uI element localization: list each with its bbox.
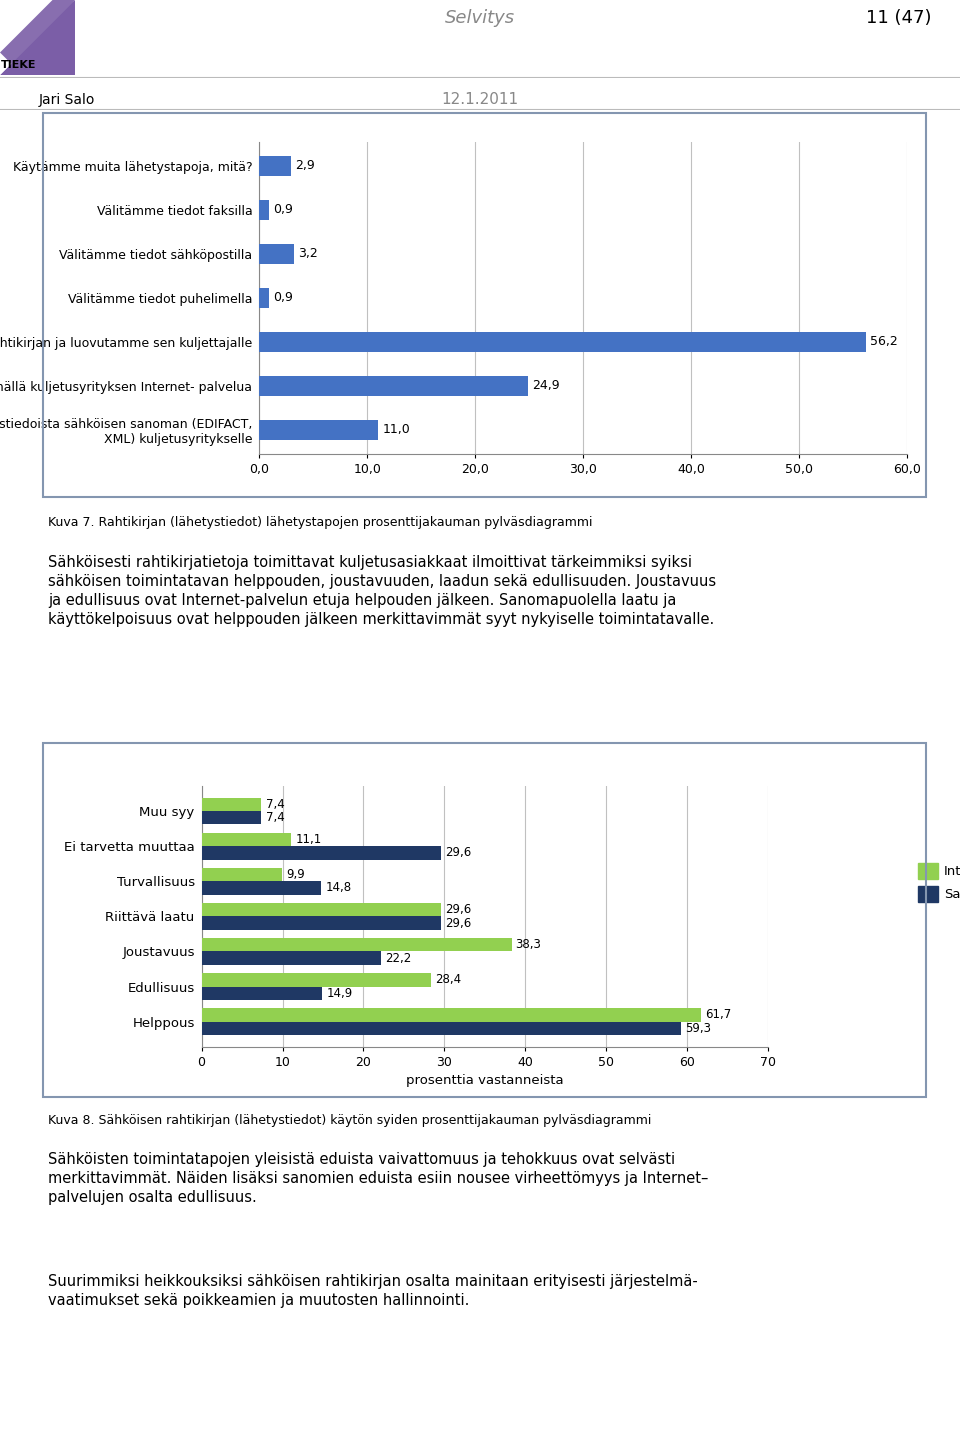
Text: 11,1: 11,1 <box>296 833 322 846</box>
Text: 7,4: 7,4 <box>266 799 284 812</box>
Polygon shape <box>0 0 75 75</box>
Text: 38,3: 38,3 <box>516 938 541 951</box>
Text: 11,0: 11,0 <box>382 423 410 436</box>
Text: Sähköisesti rahtikirjatietoja toimittavat kuljetusasiakkaat ilmoittivat tärkeimm: Sähköisesti rahtikirjatietoja toimittava… <box>48 555 716 627</box>
Polygon shape <box>0 0 75 75</box>
Bar <box>202 973 431 987</box>
Bar <box>259 376 528 396</box>
Text: 14,9: 14,9 <box>326 987 352 1000</box>
Text: TIEKE: TIEKE <box>1 60 36 71</box>
Text: 3,2: 3,2 <box>299 248 318 260</box>
Text: Kuva 7. Rahtikirjan (lähetystiedot) lähetystapojen prosenttijakauman pylväsdiagr: Kuva 7. Rahtikirjan (lähetystiedot) lähe… <box>48 515 592 530</box>
Text: 29,6: 29,6 <box>445 917 471 930</box>
Bar <box>259 200 269 220</box>
Polygon shape <box>0 0 75 75</box>
Text: 22,2: 22,2 <box>385 951 412 964</box>
Bar <box>202 938 512 951</box>
Text: Sähköisten toimintatapojen yleisistä eduista vaivattomuus ja tehokkuus ovat selv: Sähköisten toimintatapojen yleisistä edu… <box>48 1151 708 1206</box>
Text: 29,6: 29,6 <box>445 846 471 859</box>
Bar <box>202 987 323 1000</box>
Text: Kuva 8. Sähköisen rahtikirjan (lähetystiedot) käytön syiden prosenttijakauman py: Kuva 8. Sähköisen rahtikirjan (lähetysti… <box>48 1114 652 1127</box>
Bar <box>259 243 294 263</box>
Text: 7,4: 7,4 <box>266 812 284 825</box>
Bar <box>202 904 441 917</box>
Text: 29,6: 29,6 <box>445 904 471 917</box>
Text: 59,3: 59,3 <box>685 1022 711 1035</box>
Text: Suurimmiksi heikkouksiksi sähköisen rahtikirjan osalta mainitaan erityisesti jär: Suurimmiksi heikkouksiksi sähköisen raht… <box>48 1274 698 1308</box>
Bar <box>202 846 441 859</box>
Text: 0,9: 0,9 <box>274 203 293 216</box>
Text: 24,9: 24,9 <box>533 380 560 393</box>
Bar <box>202 917 441 930</box>
Bar <box>202 951 381 964</box>
Bar <box>202 1009 701 1022</box>
Bar <box>202 833 292 846</box>
Bar <box>259 155 291 176</box>
Text: Jari Salo: Jari Salo <box>38 92 95 106</box>
Bar <box>259 420 378 440</box>
Bar <box>202 868 281 881</box>
Text: 12.1.2011: 12.1.2011 <box>442 92 518 106</box>
Bar <box>202 812 261 825</box>
X-axis label: prosenttia vastanneista: prosenttia vastanneista <box>406 1075 564 1088</box>
Bar <box>202 1022 682 1035</box>
Text: 2,9: 2,9 <box>295 160 315 173</box>
Text: 61,7: 61,7 <box>705 1009 732 1022</box>
Bar <box>259 288 269 308</box>
Text: 28,4: 28,4 <box>436 973 462 986</box>
Legend: Internet-palvelu, Sanoma: Internet-palvelu, Sanoma <box>913 858 960 907</box>
Text: 11 (47): 11 (47) <box>866 9 931 27</box>
Bar <box>202 881 322 895</box>
Bar <box>259 332 866 351</box>
Text: 9,9: 9,9 <box>286 868 304 881</box>
Text: 0,9: 0,9 <box>274 291 293 304</box>
Text: 56,2: 56,2 <box>871 335 899 348</box>
Bar <box>202 797 261 812</box>
Text: 14,8: 14,8 <box>325 882 351 895</box>
Text: Selvitys: Selvitys <box>444 9 516 27</box>
